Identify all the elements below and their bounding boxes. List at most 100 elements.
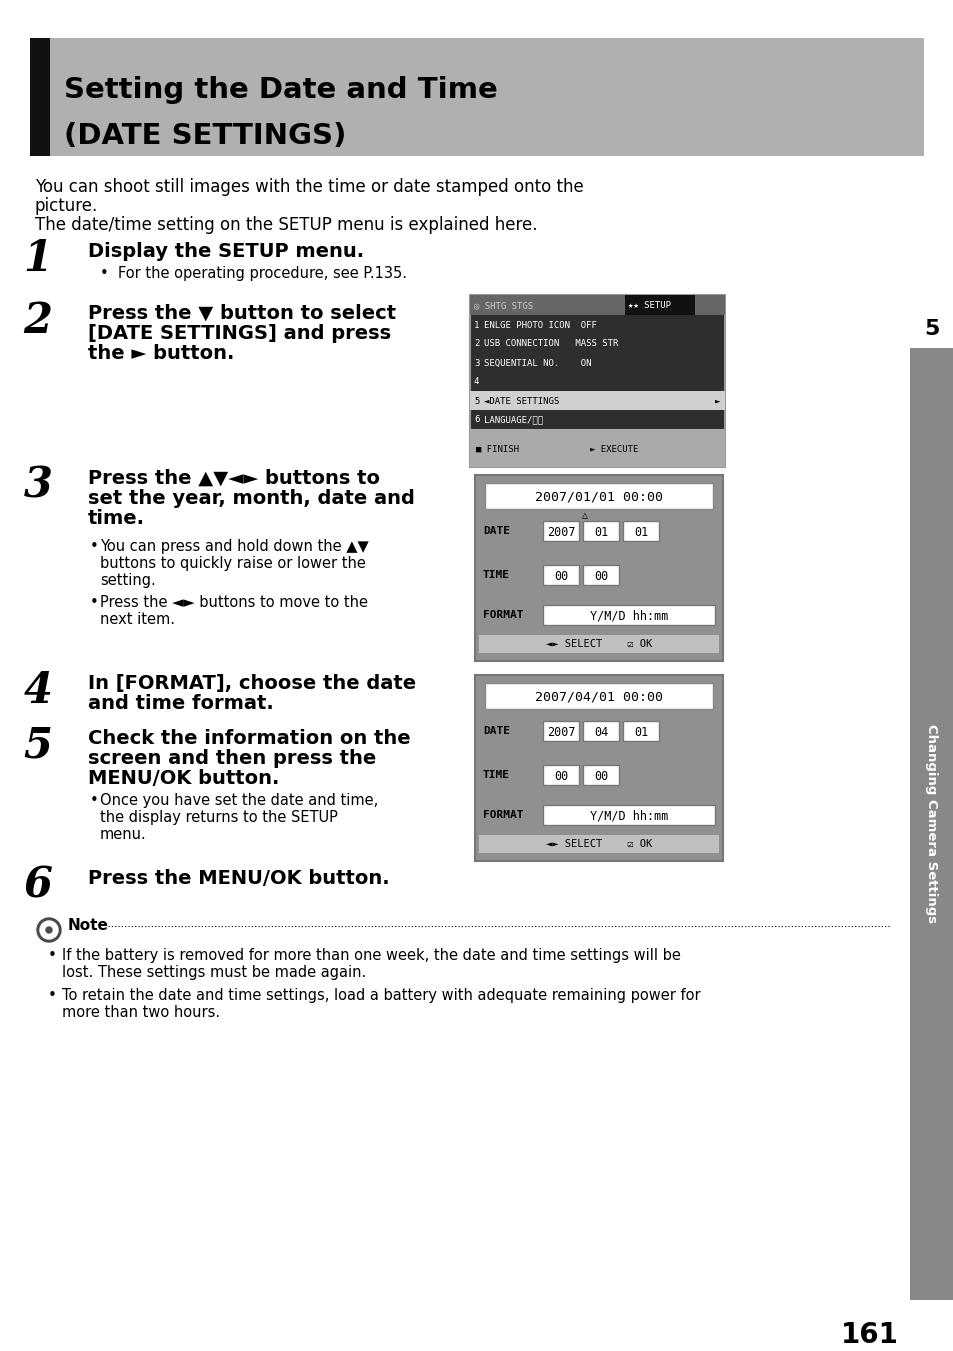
Text: 5: 5 bbox=[24, 725, 52, 767]
Text: 4: 4 bbox=[24, 670, 52, 712]
Text: [DATE SETTINGS] and press: [DATE SETTINGS] and press bbox=[88, 324, 391, 343]
Bar bbox=[909, 309, 953, 349]
Text: USB CONNECTION   MASS STR: USB CONNECTION MASS STR bbox=[483, 339, 618, 349]
Text: 6: 6 bbox=[474, 416, 478, 424]
Circle shape bbox=[46, 927, 52, 934]
Bar bbox=[582, 721, 618, 740]
Text: next item.: next item. bbox=[100, 612, 174, 627]
Text: If the battery is removed for more than one week, the date and time settings wil: If the battery is removed for more than … bbox=[62, 948, 680, 963]
Text: 00: 00 bbox=[594, 770, 607, 782]
Text: 161: 161 bbox=[841, 1321, 898, 1350]
Text: •: • bbox=[90, 793, 99, 808]
Text: To retain the date and time settings, load a battery with adequate remaining pow: To retain the date and time settings, lo… bbox=[62, 988, 700, 1002]
Bar bbox=[542, 805, 714, 825]
Text: 00: 00 bbox=[554, 570, 568, 582]
Text: Setting the Date and Time: Setting the Date and Time bbox=[64, 76, 497, 104]
Text: You can press and hold down the ▲▼: You can press and hold down the ▲▼ bbox=[100, 539, 369, 554]
Text: You can shoot still images with the time or date stamped onto the: You can shoot still images with the time… bbox=[35, 178, 583, 196]
Text: the display returns to the SETUP: the display returns to the SETUP bbox=[100, 811, 337, 825]
Text: Press the MENU/OK button.: Press the MENU/OK button. bbox=[88, 869, 389, 888]
Text: FORMAT: FORMAT bbox=[482, 611, 523, 620]
Text: DATE: DATE bbox=[482, 526, 510, 536]
Bar bbox=[475, 676, 722, 861]
Text: Press the ▲▼◄► buttons to: Press the ▲▼◄► buttons to bbox=[88, 469, 379, 488]
Text: Y/M/D hh:mm: Y/M/D hh:mm bbox=[589, 809, 667, 823]
Circle shape bbox=[40, 921, 58, 939]
Text: •: • bbox=[48, 988, 57, 1002]
Text: FORMAT: FORMAT bbox=[482, 811, 523, 820]
Text: ★★ SETUP: ★★ SETUP bbox=[627, 301, 670, 311]
Bar bbox=[622, 721, 659, 740]
Text: setting.: setting. bbox=[100, 573, 155, 588]
Text: lost. These settings must be made again.: lost. These settings must be made again. bbox=[62, 965, 366, 979]
Bar bbox=[582, 521, 618, 540]
Bar bbox=[475, 476, 722, 661]
Bar bbox=[582, 765, 618, 785]
Text: 2007: 2007 bbox=[546, 526, 575, 539]
Text: 5: 5 bbox=[474, 396, 478, 405]
Text: the ► button.: the ► button. bbox=[88, 345, 234, 363]
Bar bbox=[909, 309, 953, 1300]
Text: 00: 00 bbox=[554, 770, 568, 782]
Text: 1: 1 bbox=[24, 238, 52, 280]
Bar bbox=[542, 565, 578, 585]
Bar bbox=[622, 521, 659, 540]
Text: ► EXECUTE: ► EXECUTE bbox=[589, 444, 638, 454]
Text: 00: 00 bbox=[594, 570, 607, 582]
Text: Press the ▼ button to select: Press the ▼ button to select bbox=[88, 304, 395, 323]
Text: DATE: DATE bbox=[482, 725, 510, 736]
Text: set the year, month, date and: set the year, month, date and bbox=[88, 489, 415, 508]
Text: and time format.: and time format. bbox=[88, 694, 274, 713]
Bar bbox=[542, 765, 578, 785]
Text: 01: 01 bbox=[594, 526, 607, 539]
Text: 2007: 2007 bbox=[546, 725, 575, 739]
Text: Once you have set the date and time,: Once you have set the date and time, bbox=[100, 793, 377, 808]
Text: Note: Note bbox=[68, 919, 109, 934]
Bar bbox=[470, 295, 724, 315]
Text: 3: 3 bbox=[24, 465, 52, 507]
Text: (DATE SETTINGS): (DATE SETTINGS) bbox=[64, 122, 346, 150]
Text: ENLGE PHOTO ICON  OFF: ENLGE PHOTO ICON OFF bbox=[483, 320, 597, 330]
Text: •: • bbox=[90, 539, 99, 554]
Text: Check the information on the: Check the information on the bbox=[88, 730, 410, 748]
Text: The date/time setting on the SETUP menu is explained here.: The date/time setting on the SETUP menu … bbox=[35, 216, 537, 234]
Bar bbox=[542, 521, 578, 540]
Bar bbox=[478, 635, 719, 653]
Text: 2007/01/01 00:00: 2007/01/01 00:00 bbox=[535, 490, 662, 504]
Text: 01: 01 bbox=[633, 725, 647, 739]
Text: TIME: TIME bbox=[482, 770, 510, 780]
Text: 2: 2 bbox=[474, 339, 478, 349]
Text: 04: 04 bbox=[594, 725, 607, 739]
Text: 1: 1 bbox=[474, 320, 478, 330]
Text: Y/M/D hh:mm: Y/M/D hh:mm bbox=[589, 609, 667, 623]
Text: 6: 6 bbox=[24, 865, 52, 907]
Bar bbox=[582, 565, 618, 585]
Text: •: • bbox=[90, 594, 99, 611]
Text: 3: 3 bbox=[474, 358, 478, 367]
Bar bbox=[470, 430, 724, 467]
Text: 2: 2 bbox=[24, 300, 52, 342]
Text: 2007/04/01 00:00: 2007/04/01 00:00 bbox=[535, 690, 662, 704]
Text: SEQUENTIAL NO.    ON: SEQUENTIAL NO. ON bbox=[483, 358, 591, 367]
Text: 01: 01 bbox=[633, 526, 647, 539]
Bar bbox=[30, 38, 50, 155]
Text: ►: ► bbox=[714, 396, 720, 405]
Text: ◄► SELECT    ☑ OK: ◄► SELECT ☑ OK bbox=[545, 639, 652, 648]
Bar bbox=[542, 721, 578, 740]
Text: ■ FINISH: ■ FINISH bbox=[476, 444, 518, 454]
Text: •: • bbox=[48, 948, 57, 963]
Circle shape bbox=[37, 917, 61, 942]
Text: 5: 5 bbox=[923, 319, 939, 339]
Bar bbox=[470, 295, 724, 467]
Text: ◄► SELECT    ☑ OK: ◄► SELECT ☑ OK bbox=[545, 839, 652, 848]
Bar bbox=[30, 38, 923, 155]
Bar bbox=[484, 684, 712, 709]
Text: Display the SETUP menu.: Display the SETUP menu. bbox=[88, 242, 364, 261]
Text: picture.: picture. bbox=[35, 197, 98, 215]
Text: MENU/OK button.: MENU/OK button. bbox=[88, 769, 279, 788]
Text: Changing Camera Settings: Changing Camera Settings bbox=[924, 724, 938, 924]
Text: more than two hours.: more than two hours. bbox=[62, 1005, 220, 1020]
Bar bbox=[470, 390, 724, 409]
Text: △: △ bbox=[581, 509, 587, 520]
Text: TIME: TIME bbox=[482, 570, 510, 580]
